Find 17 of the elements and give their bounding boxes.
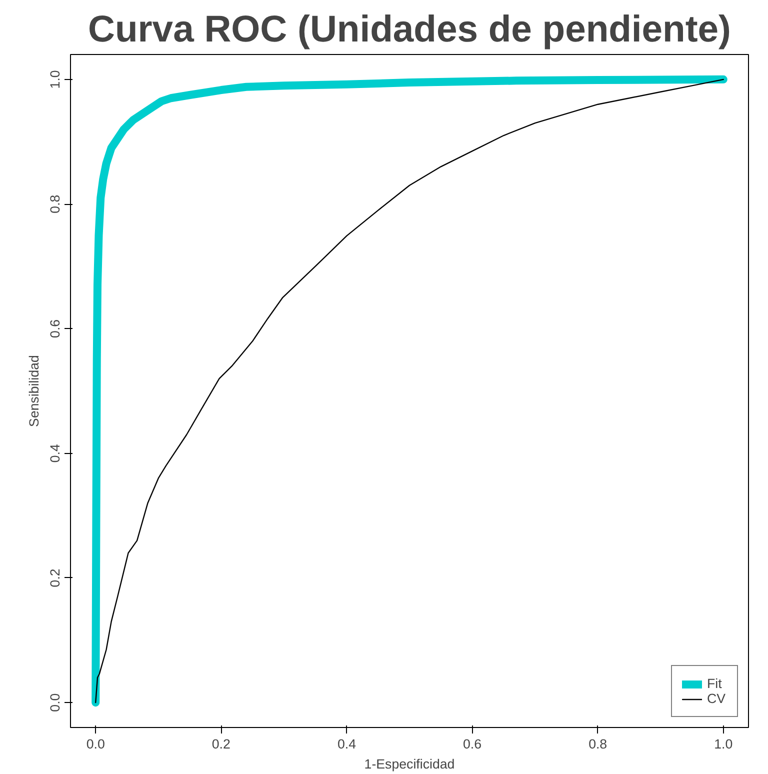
y-tick-label: 0.6 xyxy=(48,319,62,338)
chart-title: Curva ROC (Unidades de pendiente) xyxy=(88,8,731,50)
legend-label: CV xyxy=(707,691,727,706)
x-axis-title: 1-Especificidad xyxy=(364,756,455,772)
x-tick-label: 1.0 xyxy=(714,736,733,752)
y-tick-label: 0.8 xyxy=(48,194,62,214)
x-tick-label: 0.4 xyxy=(337,736,357,752)
x-tick-label: 0.6 xyxy=(463,736,482,752)
y-tick-label: 0.4 xyxy=(48,443,62,463)
y-tick-label: 0.2 xyxy=(48,568,62,588)
x-tick-label: 0.0 xyxy=(86,736,105,752)
y-tick-label: 0.0 xyxy=(48,693,62,712)
y-axis-title: Sensibilidad xyxy=(26,355,42,427)
x-tick-label: 0.8 xyxy=(588,736,608,752)
legend-label: Fit xyxy=(707,676,723,691)
x-tick-label: 0.2 xyxy=(212,736,230,752)
y-tick-label: 1.0 xyxy=(48,70,62,89)
